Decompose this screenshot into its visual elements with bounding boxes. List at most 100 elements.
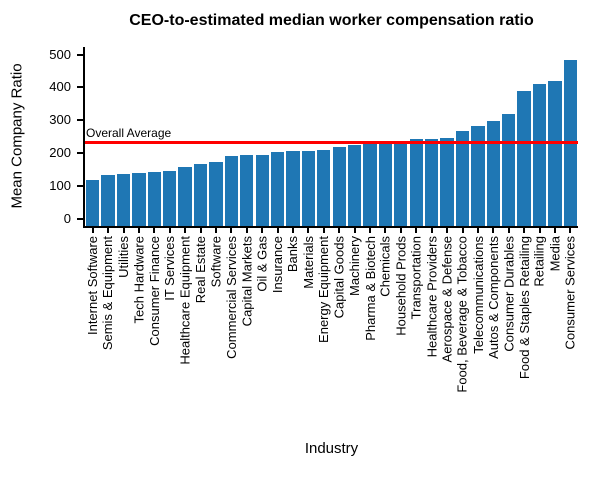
y-tick-mark	[77, 86, 83, 89]
x-tick-mark	[569, 228, 572, 233]
y-tick-mark	[77, 119, 83, 122]
x-tick-label: Materials	[300, 236, 316, 289]
y-tick-label: 200	[49, 145, 71, 161]
y-tick-mark	[77, 217, 83, 220]
x-tick-mark	[230, 228, 233, 233]
x-tick-label: Healthcare Providers	[424, 236, 440, 358]
x-tick-mark	[353, 228, 356, 233]
x-tick-mark	[215, 228, 217, 233]
x-tick-mark	[523, 228, 526, 233]
bar	[301, 150, 316, 226]
x-axis-label: Industry	[304, 440, 359, 457]
x-tick-mark	[307, 228, 310, 233]
bar	[224, 156, 239, 226]
x-tick-label: Real Estate	[193, 236, 208, 304]
bar	[332, 147, 346, 226]
bar	[240, 155, 254, 226]
x-tick-mark	[415, 228, 418, 233]
bar	[116, 174, 131, 226]
bar	[286, 151, 300, 226]
y-tick-label: 100	[49, 177, 71, 193]
x-tick-mark	[369, 228, 371, 233]
x-tick-label: Utilities	[116, 236, 131, 278]
x-tick-mark	[338, 228, 341, 233]
x-tick-mark	[261, 228, 264, 233]
x-tick-label: Banks	[285, 236, 301, 273]
reference-line-label: Overall Average	[86, 126, 172, 141]
chart-title: CEO-to-estimated median worker compensat…	[129, 12, 534, 29]
bar	[147, 171, 161, 226]
x-tick-label: Consumer Services	[562, 236, 578, 350]
x-tick-mark	[137, 228, 140, 233]
x-tick-mark	[184, 228, 187, 233]
bar	[455, 130, 470, 226]
x-tick-label: Consumer Durables	[501, 236, 517, 352]
x-tick-label: Food, Beverage & Tobacco	[455, 236, 470, 393]
bar	[471, 125, 485, 226]
x-tick-label: Pharma & Biotech	[362, 236, 378, 341]
x-tick-mark	[245, 228, 248, 233]
x-tick-label: Autos & Components	[485, 236, 501, 359]
bar	[317, 149, 331, 226]
x-tick-label: Tech Hardware	[131, 236, 147, 324]
bar	[132, 173, 146, 226]
bar	[486, 120, 500, 226]
bar	[363, 142, 377, 226]
x-tick-mark	[107, 228, 110, 233]
y-tick-label: 0	[63, 210, 71, 226]
bar	[517, 90, 531, 226]
bar	[440, 138, 454, 226]
x-tick-label: Food & Staples Retailing	[516, 236, 532, 380]
x-tick-label: IT Services	[162, 236, 178, 301]
bar	[394, 140, 408, 226]
x-tick-label: Healthcare Equipment	[177, 236, 193, 365]
x-tick-mark	[322, 228, 325, 233]
bar	[347, 144, 362, 226]
x-tick-mark	[292, 228, 294, 233]
x-tick-mark	[476, 228, 479, 233]
x-tick-label: Retailing	[532, 236, 547, 287]
x-tick-mark	[446, 228, 448, 233]
x-tick-label: Chemicals	[377, 236, 393, 297]
x-tick-mark	[399, 228, 402, 233]
x-tick-mark	[91, 228, 94, 233]
bar	[502, 113, 516, 226]
bar	[86, 180, 100, 226]
bar	[178, 166, 192, 226]
x-tick-label: Media	[547, 236, 563, 272]
x-tick-mark	[430, 228, 433, 233]
x-tick-label: Commercial Services	[223, 236, 239, 359]
x-tick-mark	[507, 228, 510, 233]
y-tick-mark	[77, 53, 83, 56]
y-tick-label: 400	[49, 79, 71, 95]
x-tick-label: Insurance	[270, 236, 286, 294]
x-tick-mark	[384, 228, 387, 233]
x-tick-label: Energy Equipment	[316, 236, 332, 343]
x-tick-mark	[276, 228, 279, 233]
y-tick-label: 500	[49, 46, 71, 62]
x-tick-label: Consumer Finance	[146, 236, 162, 346]
x-tick-label: Capital Markets	[239, 236, 255, 327]
x-tick-mark	[168, 228, 171, 233]
x-tick-label: Aerospace & Defense	[439, 236, 455, 363]
y-tick-mark	[77, 184, 83, 187]
x-tick-label: Internet Software	[85, 236, 101, 335]
x-tick-mark	[492, 228, 495, 233]
x-tick-mark	[461, 228, 464, 233]
y-axis-spine	[83, 47, 85, 228]
bar	[270, 152, 285, 226]
bar	[409, 139, 423, 226]
x-tick-mark	[538, 228, 541, 233]
bar	[548, 80, 562, 226]
y-tick-mark	[77, 152, 83, 155]
bar	[193, 164, 208, 226]
x-tick-label: Software	[208, 236, 224, 288]
bar	[255, 154, 269, 226]
x-tick-label: Machinery	[347, 236, 363, 296]
x-tick-label: Oil & Gas	[254, 236, 270, 292]
x-tick-label: Semis & Equipment	[100, 236, 116, 351]
bar	[209, 162, 223, 226]
x-tick-mark	[199, 228, 202, 233]
x-tick-mark	[122, 228, 125, 233]
